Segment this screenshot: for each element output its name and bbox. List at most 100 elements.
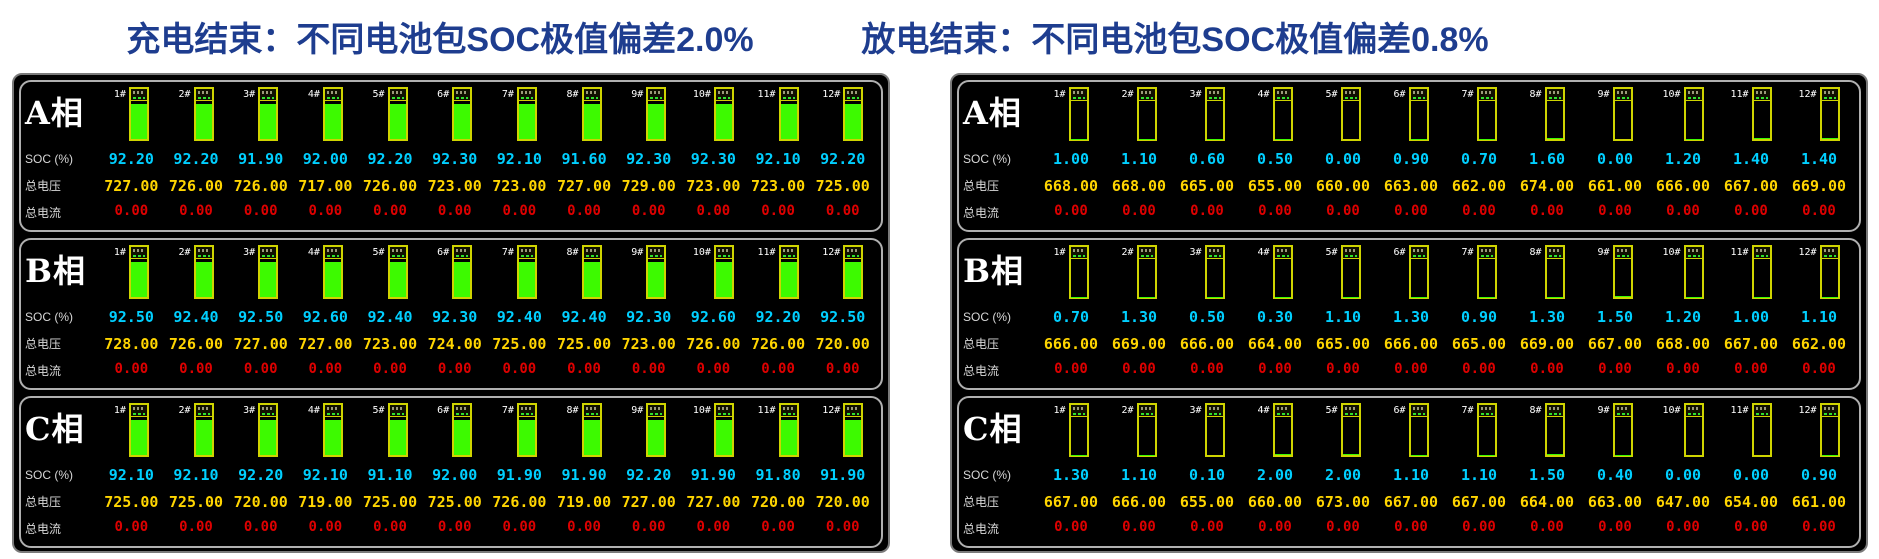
- battery-icon: [322, 87, 343, 141]
- battery-icon-row: 5#: [358, 84, 423, 146]
- battery-fill-level: [1546, 138, 1563, 139]
- total-voltage-value: 728.00: [104, 335, 159, 353]
- total-current-value: 0.00: [567, 203, 601, 219]
- phase-section: A相 SOC (%) 总电压 总电流 1# 1.00 668.00 0.00 2…: [957, 80, 1861, 232]
- total-current-value: 0.00: [502, 519, 537, 535]
- battery-icon: [1272, 245, 1293, 299]
- row-label-total-current: 总电流: [25, 522, 62, 536]
- total-current-value: 0.00: [1462, 361, 1496, 377]
- battery-icon-row: 1#: [1037, 242, 1105, 304]
- phase-label: B相: [25, 252, 87, 290]
- battery-icon: [1136, 403, 1157, 457]
- total-current-value: 0.00: [243, 361, 278, 377]
- total-current-value: 0.00: [179, 361, 213, 377]
- battery-level-gauge: [454, 101, 471, 139]
- battery-icon: [1340, 87, 1361, 141]
- battery-unit: 12# 92.20 725.00 0.00: [810, 84, 875, 230]
- battery-number-label: 6#: [437, 405, 450, 416]
- battery-unit: 4# 0.30 664.00 0.00: [1241, 242, 1309, 388]
- battery-terminal-icon: [845, 89, 862, 101]
- battery-level-gauge: [1478, 417, 1495, 455]
- battery-level-gauge: [845, 101, 862, 139]
- total-voltage-value: 726.00: [168, 177, 224, 195]
- battery-icon: [778, 245, 799, 299]
- total-current-value: 0.00: [308, 519, 343, 535]
- battery-terminal-icon: [715, 405, 732, 417]
- battery-icon: [1068, 87, 1089, 141]
- battery-level-gauge: [130, 101, 147, 139]
- battery-unit: 5# 91.10 725.00 0.00: [358, 400, 423, 546]
- battery-number-label: 9#: [1597, 405, 1610, 416]
- battery-icon-row: 4#: [293, 84, 358, 146]
- discharge-end-title: 放电结束：不同电池包SOC极值偏差0.8%: [861, 21, 1489, 59]
- total-voltage-value: 666.00: [1043, 335, 1099, 353]
- total-voltage-value: 662.00: [1451, 177, 1507, 195]
- battery-icon: [1136, 245, 1157, 299]
- total-voltage-value: 725.00: [362, 493, 418, 511]
- battery-icon: [258, 87, 279, 141]
- battery-number-label: 11#: [757, 405, 776, 416]
- battery-unit: 12# 91.90 720.00 0.00: [810, 400, 875, 546]
- battery-icon: [452, 245, 473, 299]
- soc-value: 92.30: [626, 308, 672, 326]
- battery-icon: [1272, 87, 1293, 141]
- total-current-value: 0.00: [567, 361, 601, 377]
- battery-icon-row: 10#: [681, 242, 746, 304]
- total-voltage-value: 667.00: [1587, 335, 1643, 353]
- battery-terminal-icon: [1342, 89, 1359, 101]
- soc-value: 92.30: [690, 150, 736, 168]
- battery-level-gauge: [1686, 417, 1702, 455]
- soc-value: 92.20: [626, 466, 672, 484]
- soc-value: 91.90: [561, 466, 607, 484]
- battery-icon-row: 9#: [616, 400, 681, 462]
- battery-number-label: 10#: [1662, 405, 1681, 416]
- battery-fill-level: [260, 261, 277, 297]
- soc-value: 92.40: [496, 308, 542, 326]
- battery-number-label: 7#: [1461, 405, 1474, 416]
- battery-terminal-icon: [454, 89, 471, 101]
- battery-number-label: 5#: [1325, 247, 1338, 258]
- soc-value: 92.60: [690, 308, 736, 326]
- soc-value: 92.10: [496, 150, 542, 168]
- total-current-value: 0.00: [1462, 519, 1496, 535]
- battery-fill-level: [324, 104, 341, 139]
- battery-terminal-icon: [1478, 405, 1495, 417]
- battery-unit: 5# 2.00 673.00 0.00: [1309, 400, 1377, 546]
- battery-fill-level: [389, 420, 406, 455]
- battery-fill-level: [454, 103, 471, 139]
- total-current-value: 0.00: [825, 203, 860, 219]
- battery-number-label: 6#: [437, 247, 450, 258]
- total-current-value: 0.00: [437, 203, 472, 219]
- battery-icon-row: 11#: [1717, 242, 1785, 304]
- total-voltage-value: 723.00: [427, 177, 482, 195]
- soc-value: 2.00: [1324, 466, 1362, 484]
- battery-icon-row: 12#: [1785, 84, 1853, 146]
- battery-unit: 6# 0.90 663.00 0.00: [1377, 84, 1445, 230]
- battery-icon-row: 5#: [1309, 400, 1377, 462]
- total-voltage-value: 665.00: [1451, 335, 1507, 353]
- battery-fill-level: [130, 420, 147, 455]
- soc-value: 92.50: [820, 308, 866, 326]
- total-voltage-value: 666.00: [1383, 335, 1439, 353]
- battery-level-gauge: [1546, 417, 1563, 455]
- phase-left-column: C相 SOC (%) 总电压 总电流: [963, 400, 1037, 546]
- soc-value: 1.00: [1732, 308, 1770, 326]
- battery-terminal-icon: [130, 405, 147, 417]
- row-label-total-voltage: 总电压: [963, 179, 1000, 193]
- total-voltage-value: 669.00: [1791, 177, 1847, 195]
- battery-terminal-icon: [845, 247, 862, 259]
- battery-icon-row: 7#: [1445, 84, 1513, 146]
- battery-terminal-icon: [1753, 247, 1770, 259]
- battery-icon-row: 5#: [358, 242, 423, 304]
- battery-icon-row: 11#: [746, 84, 811, 146]
- battery-icon: [128, 245, 149, 299]
- battery-units-row: 1# 1.30 667.00 0.00 2# 1.10 666.00 0.00: [1037, 400, 1853, 546]
- battery-terminal-icon: [1753, 89, 1770, 101]
- battery-unit: 12# 1.10 662.00 0.00: [1785, 242, 1853, 388]
- battery-icon-row: 5#: [1309, 242, 1377, 304]
- battery-unit: 1# 1.00 668.00 0.00: [1037, 84, 1105, 230]
- battery-icon: [778, 403, 799, 457]
- battery-icon-row: 6#: [422, 242, 487, 304]
- battery-icon: [1683, 87, 1704, 141]
- row-label-soc: SOC (%): [963, 152, 1011, 166]
